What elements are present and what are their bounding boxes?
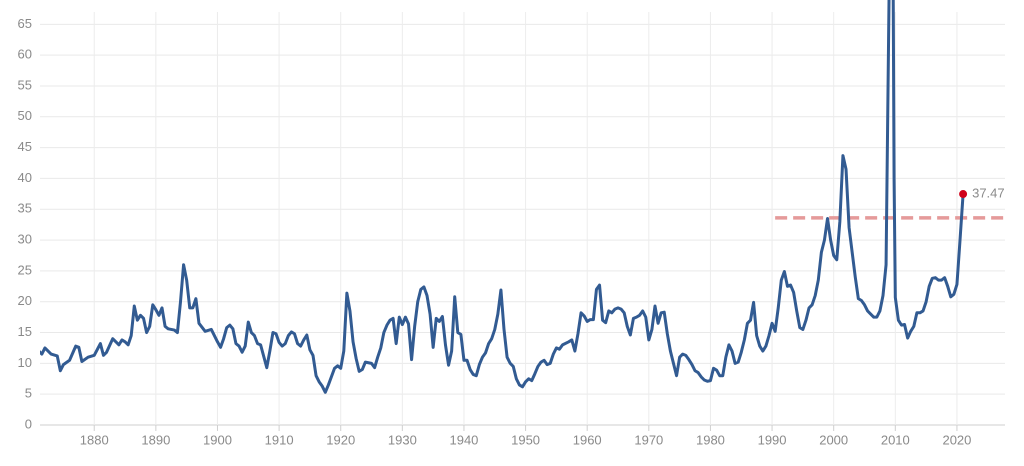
x-tick-label: 1950 — [511, 432, 540, 447]
y-tick-label: 30 — [18, 232, 32, 247]
data-line — [40, 0, 965, 394]
y-tick-label: 15 — [18, 324, 32, 339]
x-tick-label: 2010 — [881, 432, 910, 447]
x-tick-label: 2020 — [942, 432, 971, 447]
x-tick-label: 1920 — [326, 432, 355, 447]
x-tick-label: 1970 — [634, 432, 663, 447]
y-tick-label: 20 — [18, 293, 32, 308]
x-tick-label: 1960 — [573, 432, 602, 447]
last-value-label: 37.47 — [972, 185, 1005, 200]
y-tick-label: 40 — [18, 170, 32, 185]
x-tick-label: 2000 — [819, 432, 848, 447]
y-tick-label: 0 — [25, 416, 32, 431]
y-tick-label: 50 — [18, 108, 32, 123]
x-tick-label: 1880 — [80, 432, 109, 447]
x-tick-label: 1900 — [203, 432, 232, 447]
x-tick-label: 1910 — [265, 432, 294, 447]
y-tick-label: 45 — [18, 139, 32, 154]
y-tick-label: 60 — [18, 47, 32, 62]
x-tick-label: 1930 — [388, 432, 417, 447]
y-tick-label: 25 — [18, 262, 32, 277]
plot-area — [40, 0, 1005, 394]
x-tick-label: 1940 — [449, 432, 478, 447]
x-tick-label: 1990 — [758, 432, 787, 447]
x-tick-label: 1890 — [141, 432, 170, 447]
last-point — [959, 190, 968, 199]
y-tick-label: 10 — [18, 355, 32, 370]
y-tick-label: 35 — [18, 201, 32, 216]
y-tick-label: 65 — [18, 16, 32, 31]
x-tick-label: 1980 — [696, 432, 725, 447]
y-tick-label: 55 — [18, 77, 32, 92]
y-tick-label: 5 — [25, 386, 32, 401]
